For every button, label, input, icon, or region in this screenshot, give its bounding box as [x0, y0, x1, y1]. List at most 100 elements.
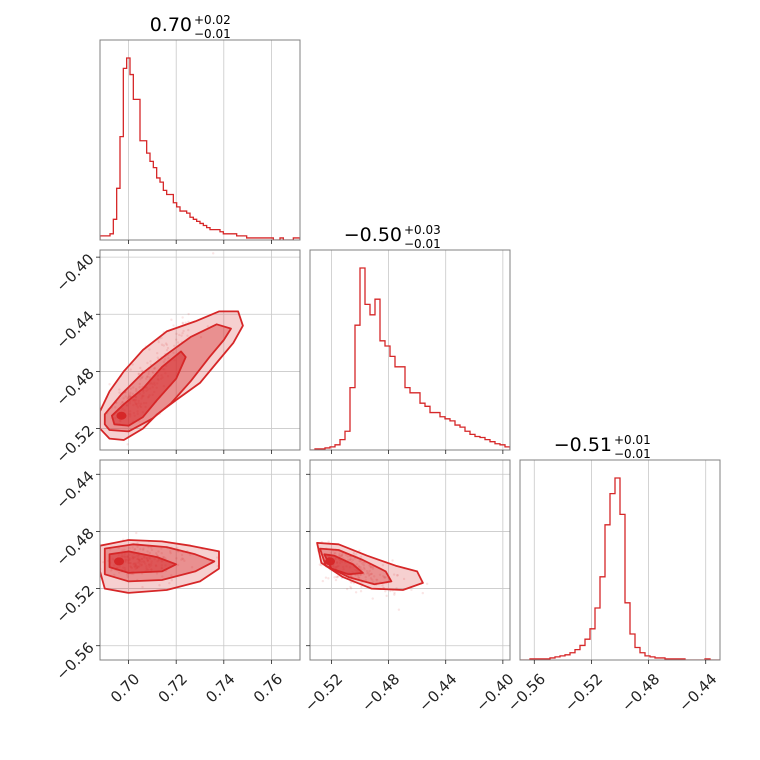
sample-point	[135, 531, 138, 535]
panel-title-value: 0.70	[150, 14, 192, 36]
sample-point	[375, 578, 378, 581]
sample-point	[126, 396, 130, 399]
x-tick-label: −0.48	[618, 670, 663, 715]
histogram-step-line	[310, 267, 510, 450]
sample-point	[371, 565, 375, 569]
sample-point	[165, 348, 169, 352]
sample-point	[385, 594, 388, 598]
sample-point	[137, 372, 141, 376]
panel-plot-area	[310, 460, 510, 660]
sample-point	[180, 558, 183, 561]
sample-point	[162, 360, 166, 364]
sample-point	[396, 573, 399, 577]
panel-hist-0: 0.70 +0.02−0.01	[99, 13, 301, 244]
sample-point	[129, 368, 132, 371]
sample-point	[393, 591, 396, 595]
x-tick-label: 0.72	[155, 670, 191, 706]
sample-point	[402, 577, 406, 581]
sample-point	[109, 569, 113, 572]
contour-level-3	[108, 550, 178, 574]
panel-title-value: −0.50	[344, 224, 402, 246]
panel-frame	[519, 459, 721, 661]
sample-point	[363, 568, 366, 571]
sample-point	[176, 341, 180, 344]
sample-point	[338, 552, 341, 556]
sample-point	[349, 557, 352, 561]
sample-point	[133, 547, 137, 551]
sample-point	[148, 551, 152, 555]
sample-point	[181, 321, 184, 324]
x-tick-label: 0.70	[107, 670, 143, 706]
sample-point	[108, 548, 112, 551]
sample-point	[376, 578, 379, 582]
sample-point	[365, 572, 369, 575]
sample-point	[173, 344, 176, 348]
contour-level-3	[111, 350, 187, 427]
sample-point	[367, 571, 370, 575]
sample-point	[180, 553, 184, 557]
sample-point	[175, 557, 178, 560]
y-tick-label: −0.44	[52, 467, 97, 512]
panel-scatter-20: 0.70 0.72 0.74 0.76 −0.56 −0.52 −0.48 −0.44	[52, 459, 301, 706]
sample-point	[334, 552, 337, 555]
panel-plot-area	[100, 460, 300, 660]
sample-point	[146, 361, 149, 365]
sample-point	[162, 555, 166, 559]
sample-point	[329, 551, 332, 555]
sample-point	[421, 591, 424, 595]
panel-title-lower-error: −0.01	[614, 447, 651, 461]
panel-plot-area	[100, 40, 300, 240]
sample-point	[156, 356, 159, 359]
sample-point	[345, 587, 349, 591]
x-tick-label: −0.52	[301, 670, 346, 715]
histogram-step-line	[100, 57, 300, 240]
sample-point	[347, 558, 350, 562]
y-tick-label: −0.44	[52, 307, 97, 352]
sample-point	[336, 575, 340, 578]
sample-point	[146, 550, 149, 553]
sample-point	[340, 553, 344, 557]
sample-point	[156, 351, 159, 355]
sample-point	[165, 343, 169, 347]
sample-point	[340, 554, 343, 557]
sample-point	[356, 574, 359, 577]
sample-point	[327, 540, 330, 543]
sample-point	[186, 334, 189, 337]
y-tick-label: −0.40	[52, 250, 97, 295]
sample-point	[118, 571, 121, 574]
sample-point	[166, 346, 170, 350]
sample-point	[369, 565, 372, 568]
sample-point	[148, 376, 152, 379]
sample-point	[121, 400, 124, 404]
sample-point	[108, 383, 111, 386]
sample-point	[425, 582, 429, 586]
sample-point	[389, 589, 392, 593]
sample-point	[176, 563, 180, 567]
sample-point	[161, 575, 164, 578]
y-tick-label: −0.48	[52, 364, 97, 409]
sample-point	[349, 587, 353, 590]
sample-point	[349, 558, 352, 561]
y-tick-label: −0.52	[52, 422, 97, 467]
density-peak	[114, 557, 125, 566]
sample-point	[152, 371, 155, 374]
sample-point	[155, 552, 158, 555]
sample-point	[359, 555, 363, 558]
sample-point	[189, 553, 192, 556]
sample-point	[181, 332, 184, 335]
sample-point	[126, 443, 129, 446]
contour-level-1	[316, 542, 424, 591]
sample-point	[361, 562, 364, 565]
sample-point	[340, 555, 343, 558]
sample-point	[134, 387, 138, 391]
sample-point	[349, 585, 352, 589]
sample-point	[140, 369, 144, 373]
sample-point	[133, 548, 136, 551]
sample-point	[181, 557, 184, 560]
panel-title-lower-error: −0.01	[404, 237, 441, 251]
sample-point	[141, 585, 144, 589]
sample-point	[125, 573, 129, 576]
panel-hist-1: −0.50 +0.03−0.01	[309, 223, 511, 454]
sample-point	[118, 388, 121, 391]
sample-point	[206, 325, 209, 328]
